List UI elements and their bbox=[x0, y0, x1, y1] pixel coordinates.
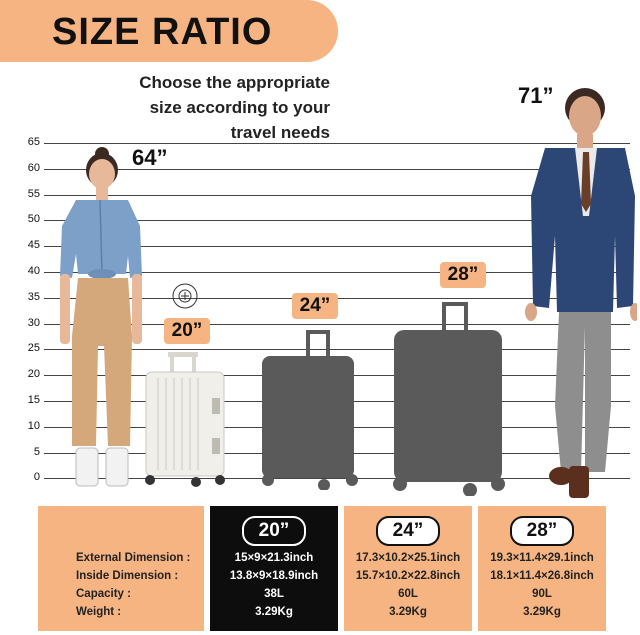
label-weight: Weight : bbox=[76, 606, 122, 618]
spec-column-20: 20” 15×9×21.3inch 13.8×9×18.9inch 38L 3.… bbox=[210, 506, 338, 631]
man-height-label: 71” bbox=[518, 83, 554, 108]
scale-tick-label: 35 bbox=[27, 290, 40, 303]
spec-size-20: 20” bbox=[242, 516, 306, 546]
label-inside-dimension: Inside Dimension : bbox=[76, 570, 179, 582]
suitcase-20 bbox=[145, 352, 225, 487]
spec-28-inside: 18.1×11.4×26.8inch bbox=[490, 570, 594, 582]
label-external-dimension: External Dimension : bbox=[76, 552, 191, 564]
spec-28-external: 19.3×11.4×29.1inch bbox=[490, 552, 594, 564]
scale-grid-line bbox=[44, 272, 630, 273]
spec-28-weight: 3.29Kg bbox=[523, 606, 561, 618]
size-tag-28: 28” bbox=[440, 262, 486, 288]
spec-column-24: 24” 17.3×10.2×25.1inch 15.7×10.2×22.8inc… bbox=[344, 506, 472, 631]
spec-20-weight: 3.29Kg bbox=[255, 606, 293, 618]
scale-tick-label: 60 bbox=[27, 161, 40, 174]
spec-24-inside: 15.7×10.2×22.8inch bbox=[355, 570, 461, 582]
scale-tick-label: 20 bbox=[27, 368, 40, 381]
scale-tick-label: 0 bbox=[33, 471, 40, 484]
spec-size-24: 24” bbox=[376, 516, 440, 546]
spec-24-external: 17.3×10.2×25.1inch bbox=[355, 552, 461, 564]
spec-20-inside: 13.8×9×18.9inch bbox=[229, 570, 319, 582]
suitcase-24 bbox=[262, 330, 358, 490]
label-capacity: Capacity : bbox=[76, 588, 131, 600]
scale-grid-line bbox=[44, 246, 630, 248]
spec-size-28: 28” bbox=[510, 516, 574, 546]
carry-on-badge-icon bbox=[172, 283, 198, 309]
spec-28-capacity: 90L bbox=[532, 588, 552, 600]
scale-tick-label: 15 bbox=[27, 394, 40, 406]
woman-figure bbox=[60, 147, 142, 487]
title-banner: SIZE RATIO bbox=[0, 0, 338, 62]
scale-grid-line bbox=[44, 349, 630, 351]
scale-tick-label: 25 bbox=[27, 342, 40, 355]
scale-tick-label: 30 bbox=[27, 316, 40, 329]
subtitle: Choose the appropriate size according to… bbox=[100, 70, 330, 145]
scale-grid-line bbox=[44, 478, 630, 480]
scale-grid-line bbox=[44, 143, 630, 144]
scale-tick-label: 55 bbox=[27, 187, 40, 200]
scale-grid-line bbox=[44, 323, 630, 325]
scale-tick-label: 5 bbox=[33, 445, 40, 458]
spec-labels-panel: External Dimension : Inside Dimension : … bbox=[38, 506, 204, 631]
scale-grid-line bbox=[44, 194, 630, 196]
scale-tick-label: 65 bbox=[27, 136, 40, 148]
spec-24-capacity: 60L bbox=[398, 588, 418, 600]
spec-20-external: 15×9×21.3inch bbox=[234, 552, 314, 564]
spec-20-capacity: 38L bbox=[264, 588, 284, 600]
subtitle-line-2: size according to your travel needs bbox=[149, 98, 330, 142]
spec-24-weight: 3.29Kg bbox=[389, 606, 427, 618]
page-title: SIZE RATIO bbox=[52, 11, 273, 53]
spec-column-28: 28” 19.3×11.4×29.1inch 18.1×11.4×26.8inc… bbox=[478, 506, 606, 631]
size-tag-20: 20” bbox=[164, 318, 210, 344]
scale-grid-line bbox=[44, 220, 630, 222]
scale-tick-label: 50 bbox=[27, 213, 40, 226]
scale-tick-label: 10 bbox=[27, 419, 40, 432]
scale-tick-label: 45 bbox=[27, 239, 40, 252]
size-tag-24: 24” bbox=[292, 293, 338, 319]
suitcase-28 bbox=[393, 302, 505, 496]
subtitle-line-1: Choose the appropriate bbox=[139, 73, 330, 92]
man-figure bbox=[525, 88, 637, 498]
woman-height-label: 64” bbox=[132, 145, 168, 170]
scale-tick-label: 40 bbox=[27, 265, 40, 277]
scale-grid-line bbox=[44, 168, 630, 170]
